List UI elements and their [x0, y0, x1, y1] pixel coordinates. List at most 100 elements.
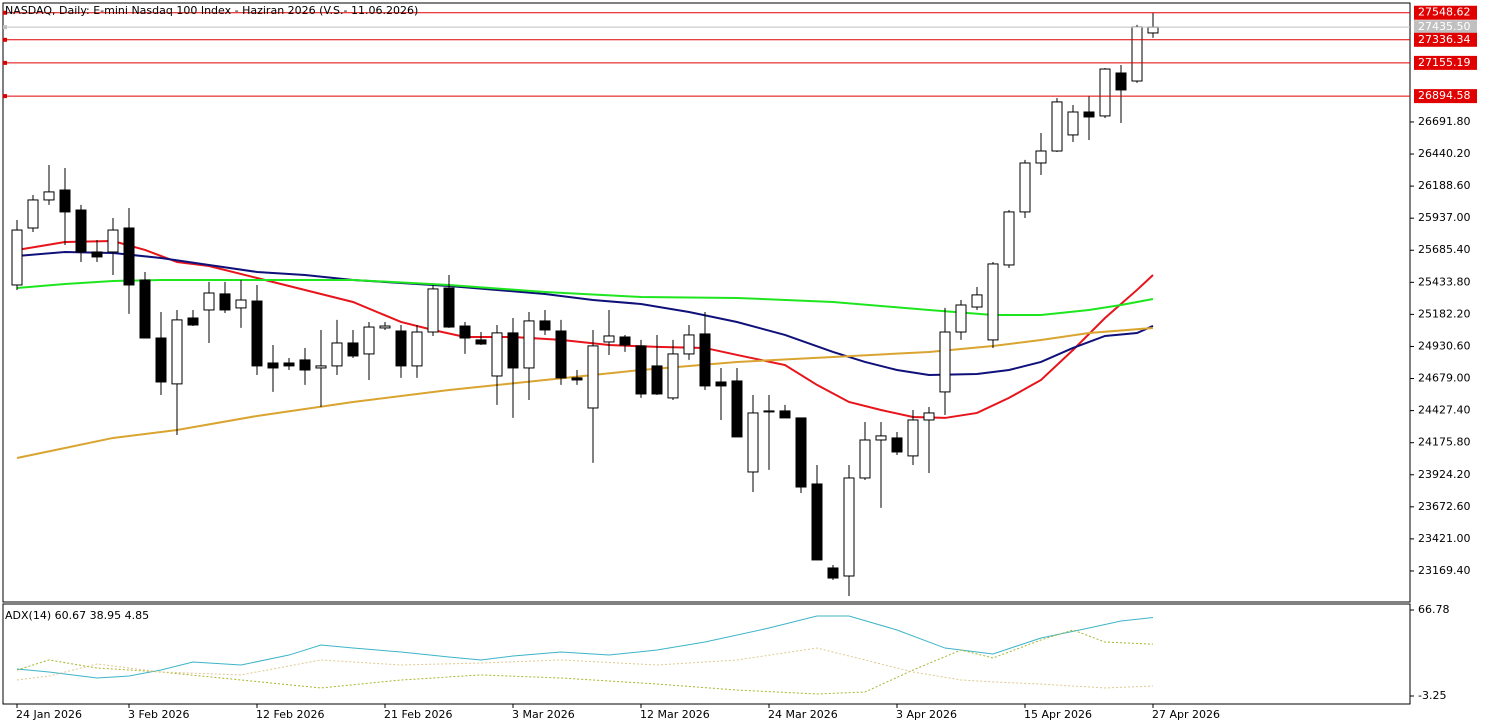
price-level-label-box	[1414, 5, 1477, 20]
x-tick-label: 24 Jan 2026	[16, 708, 82, 721]
candle-body	[235, 299, 247, 309]
price-level-handle	[3, 10, 7, 15]
candle-body	[843, 477, 855, 577]
price-level-handle	[3, 60, 7, 65]
y-tick-label: 26691.80	[1418, 115, 1471, 128]
candle-body	[11, 229, 23, 286]
candle-body	[987, 263, 999, 341]
candle-body	[443, 287, 455, 328]
y-tick-label: 25433.80	[1418, 275, 1471, 288]
y-tick-label: 25937.00	[1418, 211, 1471, 224]
candle-body	[923, 412, 935, 421]
moving-average	[16, 278, 1154, 316]
candle-body	[59, 189, 71, 213]
y-tick-label: 25182.20	[1418, 307, 1471, 320]
price-level-label-box	[1414, 20, 1477, 35]
candle-body	[315, 365, 327, 369]
candle-body	[603, 335, 615, 343]
candle-body	[523, 320, 535, 369]
price-level-label: 27336.34	[1418, 33, 1471, 46]
candle-body	[283, 362, 295, 367]
candle-body	[459, 325, 471, 339]
candle-body	[171, 319, 183, 385]
candle-body	[619, 336, 631, 346]
y-tick-label: 24427.40	[1418, 404, 1471, 417]
indicator-line	[16, 615, 1154, 679]
x-tick-label: 24 Mar 2026	[768, 708, 838, 721]
candle-body	[27, 199, 39, 229]
candle-body	[779, 410, 791, 419]
price-plot-frame	[2, 2, 1411, 603]
indicator-line	[16, 647, 1154, 689]
x-tick-label: 12 Feb 2026	[256, 708, 324, 721]
candle-body	[251, 300, 263, 367]
candle-body	[1147, 26, 1159, 34]
y-tick-label: 26188.60	[1418, 179, 1471, 192]
indicator-line	[16, 629, 1154, 695]
candle-body	[267, 362, 279, 369]
candle-body	[955, 304, 967, 333]
y-tick-label: 23924.20	[1418, 468, 1471, 481]
candle-body	[219, 293, 231, 311]
candle-body	[827, 567, 839, 579]
candle-body	[347, 342, 359, 357]
moving-average	[16, 250, 1154, 376]
candle-body	[139, 279, 151, 339]
candle-body	[1083, 111, 1095, 118]
candle-body	[123, 227, 135, 286]
y-tick-label: 25685.40	[1418, 243, 1471, 256]
x-tick-label: 15 Apr 2026	[1024, 708, 1092, 721]
candle-body	[907, 419, 919, 457]
price-level-handle	[3, 94, 7, 99]
x-tick-label: 3 Mar 2026	[512, 708, 575, 721]
x-tick-label: 27 Apr 2026	[1152, 708, 1220, 721]
y-tick-label: 26440.20	[1418, 147, 1471, 160]
adx-plot-frame	[2, 603, 1411, 705]
y-tick-label: 24175.80	[1418, 436, 1471, 449]
candle-body	[891, 437, 903, 453]
candle-body	[651, 365, 663, 395]
candle-body	[1067, 111, 1079, 136]
candle-body	[539, 320, 551, 331]
price-level-label-box	[1414, 55, 1477, 70]
indicator-title: ADX(14) 60.67 38.95 4.85	[5, 609, 149, 622]
candle-body	[747, 412, 759, 473]
moving-average	[16, 239, 1154, 419]
candle-body	[491, 332, 503, 377]
candle-body	[107, 229, 119, 253]
candle-body	[475, 339, 487, 345]
candle-body	[363, 326, 375, 355]
candle-body	[731, 380, 743, 438]
candle-body	[1035, 150, 1047, 164]
candle-body	[203, 292, 215, 311]
candle-body	[875, 435, 887, 441]
candle-body	[555, 330, 567, 379]
candle-body	[411, 331, 423, 367]
price-level-label: 26894.58	[1418, 89, 1471, 102]
y-tick-label: 24679.00	[1418, 372, 1471, 385]
candle-body	[1115, 72, 1127, 91]
candle-body	[91, 251, 103, 258]
candle-body	[715, 381, 727, 387]
x-tick-label: 21 Feb 2026	[384, 708, 452, 721]
candle-body	[427, 288, 439, 333]
candle-body	[43, 191, 55, 201]
candle-body	[571, 377, 583, 381]
price-level-label-box	[1414, 32, 1477, 47]
chart-title: NASDAQ, Daily: E-mini Nasdaq 100 Index -…	[5, 4, 418, 17]
candle-body	[1003, 211, 1015, 266]
y-tick-label: 24930.60	[1418, 339, 1471, 352]
y-tick-label: 66.78	[1418, 603, 1450, 616]
candle-body	[859, 439, 871, 479]
price-level-handle	[3, 37, 7, 42]
x-tick-label: 3 Feb 2026	[128, 708, 189, 721]
candle-body	[635, 345, 647, 395]
candle-body	[507, 332, 519, 369]
candle-body	[75, 209, 87, 253]
y-tick-label: 23421.00	[1418, 532, 1471, 545]
candle-body	[155, 337, 167, 383]
y-tick-label: 23169.40	[1418, 564, 1471, 577]
candle-body	[187, 317, 199, 326]
